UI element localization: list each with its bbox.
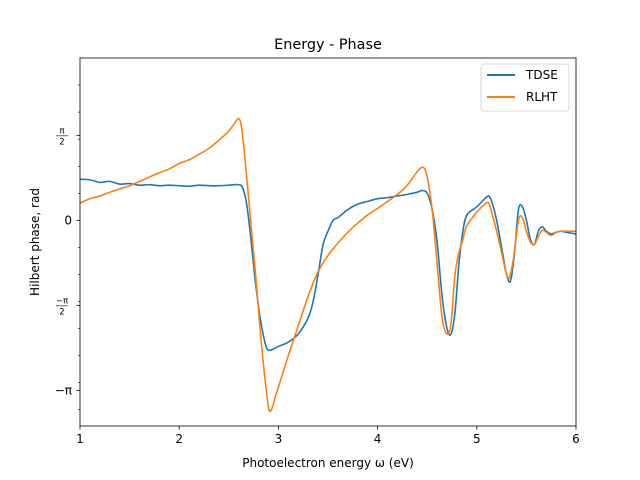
x-tick-label: 6 (572, 432, 580, 446)
y-axis-label: Hilbert phase, rad (28, 188, 42, 296)
chart-title: Energy - Phase (274, 37, 382, 53)
x-tick-label: 3 (275, 432, 283, 446)
x-tick-label: 2 (175, 432, 183, 446)
series-line-rlht (80, 117, 576, 413)
legend-label-rlht: RLHT (526, 90, 558, 104)
y-tick-label: −π (55, 383, 72, 397)
y-tick-fraction-denominator: 2 (59, 137, 64, 147)
legend: TDSE RLHT (480, 63, 570, 112)
x-tick-label: 1 (76, 432, 84, 446)
legend-label-tdse: TDSE (525, 68, 558, 82)
x-tick-label: 5 (473, 432, 481, 446)
y-tick-fraction-numerator: −π (56, 296, 68, 306)
x-tick-label: 4 (374, 432, 382, 446)
plot-area (80, 58, 576, 426)
axes-frame (79, 57, 577, 427)
y-tick-label: 0 (64, 213, 72, 227)
x-axis-ticks: 1 2 3 4 5 6 (76, 426, 580, 446)
x-axis-label: Photoelectron energy ω (eV) (242, 456, 414, 470)
y-tick-fraction-denominator: 2 (59, 307, 64, 317)
y-tick-fraction-numerator: π (59, 126, 64, 136)
series-layer (80, 117, 576, 413)
